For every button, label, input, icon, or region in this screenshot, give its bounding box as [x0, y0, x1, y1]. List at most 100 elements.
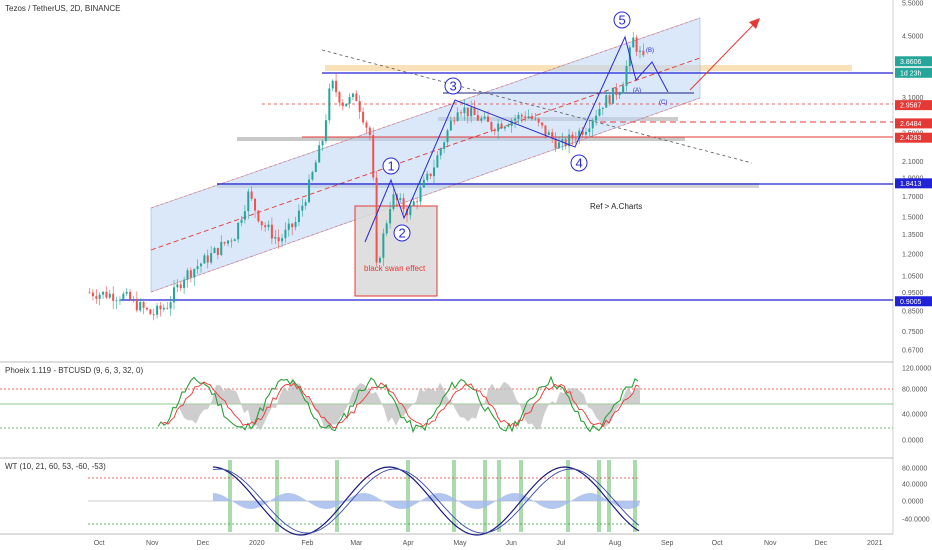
- time-label: Feb: [301, 540, 313, 547]
- candle-body: [419, 187, 422, 202]
- candle-body: [591, 120, 594, 129]
- time-label: Nov: [764, 540, 777, 547]
- candle-body: [179, 284, 182, 289]
- candle-body: [554, 138, 557, 149]
- candle-body: [615, 87, 618, 96]
- candle-body: [355, 93, 358, 102]
- candle-body: [476, 115, 479, 121]
- candle-body: [473, 107, 476, 116]
- wave-2-text: 2: [399, 226, 406, 241]
- candle-body: [433, 167, 436, 177]
- candle-body: [351, 93, 354, 97]
- candle-body: [439, 148, 442, 156]
- candle-body: [91, 292, 94, 297]
- candle-body: [264, 225, 267, 228]
- price-tag-label: 2.6484: [900, 121, 922, 128]
- candle-body: [524, 116, 527, 119]
- candle-body: [213, 247, 216, 254]
- candle-body: [287, 223, 290, 230]
- candle-body: [206, 255, 209, 263]
- candle-body: [129, 291, 132, 300]
- time-label: Apr: [403, 540, 415, 547]
- time-label: 2020: [249, 540, 265, 547]
- candle-body: [605, 95, 608, 108]
- price-tick-label: 1.0500: [902, 273, 924, 280]
- candle-body: [365, 122, 368, 128]
- phoeix-tick-label: 120.0000: [902, 366, 931, 373]
- price-tick-label: 1.3500: [902, 232, 924, 239]
- candle-body: [493, 129, 496, 132]
- candle-body: [250, 191, 253, 199]
- candle-body: [443, 142, 446, 149]
- time-label: May: [453, 540, 467, 547]
- candle-body: [378, 257, 381, 263]
- candle-body: [507, 125, 510, 127]
- wt-green-bar: [335, 460, 339, 532]
- projection-arrow-head: [749, 18, 760, 29]
- wt-green-bar: [497, 460, 501, 532]
- candle-body: [547, 132, 550, 135]
- time-label: Aug: [609, 540, 622, 547]
- indicator2-title: WT (10, 21, 60, 53, -60, -53): [5, 462, 106, 471]
- wave-label-2: 2: [393, 224, 411, 242]
- price-tag: [895, 56, 932, 67]
- candle-body: [638, 50, 641, 52]
- candle-body: [642, 50, 645, 56]
- candle-body: [581, 130, 584, 135]
- time-label: 2021: [867, 540, 883, 547]
- time-axis[interactable]: Oct Nov Dec 2020 Feb Mar Apr May Jun Jul Aug Sep Oct…: [94, 540, 883, 547]
- time-label: Nov: [146, 540, 159, 547]
- candle-body: [385, 223, 388, 234]
- candle-body: [611, 87, 614, 104]
- candle-body: [449, 120, 452, 131]
- candle-body: [149, 309, 152, 315]
- candle-body: [632, 37, 635, 48]
- candle-body: [247, 191, 250, 212]
- wave-1-text: 1: [388, 159, 395, 174]
- candle-body: [429, 173, 432, 177]
- candle-body: [520, 114, 523, 117]
- candle-body: [500, 123, 503, 129]
- wt-tick-label: 40.0000: [902, 482, 927, 489]
- time-label: Dec: [197, 540, 210, 547]
- candle-body: [223, 242, 226, 244]
- candle-body: [118, 299, 121, 301]
- wave-label-3: 3: [444, 77, 462, 95]
- wt-green-bar: [406, 460, 410, 532]
- candle-body: [156, 305, 159, 315]
- candle-body: [324, 120, 327, 142]
- candle-body: [233, 239, 236, 242]
- candle-body: [527, 116, 530, 119]
- candle-body: [466, 107, 469, 117]
- candle-body: [284, 229, 287, 239]
- candle-body: [510, 120, 513, 126]
- candle-body: [314, 162, 317, 173]
- candle-body: [622, 85, 625, 94]
- time-label: Dec: [815, 540, 828, 547]
- candle-body: [335, 80, 338, 93]
- candle-body: [328, 88, 331, 121]
- candle-body: [470, 107, 473, 117]
- candle-body: [210, 253, 213, 263]
- price-tick-label: 4.5000: [902, 34, 924, 41]
- candle-body: [399, 198, 402, 200]
- candle-body: [456, 112, 459, 121]
- time-label: Sep: [661, 540, 674, 547]
- candle-body: [588, 128, 591, 132]
- candle-body: [503, 126, 506, 129]
- candle-body: [108, 293, 111, 298]
- candle-body: [203, 255, 206, 264]
- candle-body: [574, 138, 577, 140]
- wave-5-text: 5: [619, 13, 626, 28]
- phoeix-grey-area: [180, 377, 640, 431]
- candle-body: [270, 224, 273, 239]
- price-tag-label: 3.8606: [900, 59, 922, 66]
- candle-body: [159, 305, 162, 310]
- candle-body: [341, 102, 344, 107]
- candle-body: [125, 291, 128, 294]
- candle-body: [240, 219, 243, 223]
- candle-body: [595, 115, 598, 121]
- candle-body: [186, 270, 189, 280]
- candle-body: [199, 263, 202, 267]
